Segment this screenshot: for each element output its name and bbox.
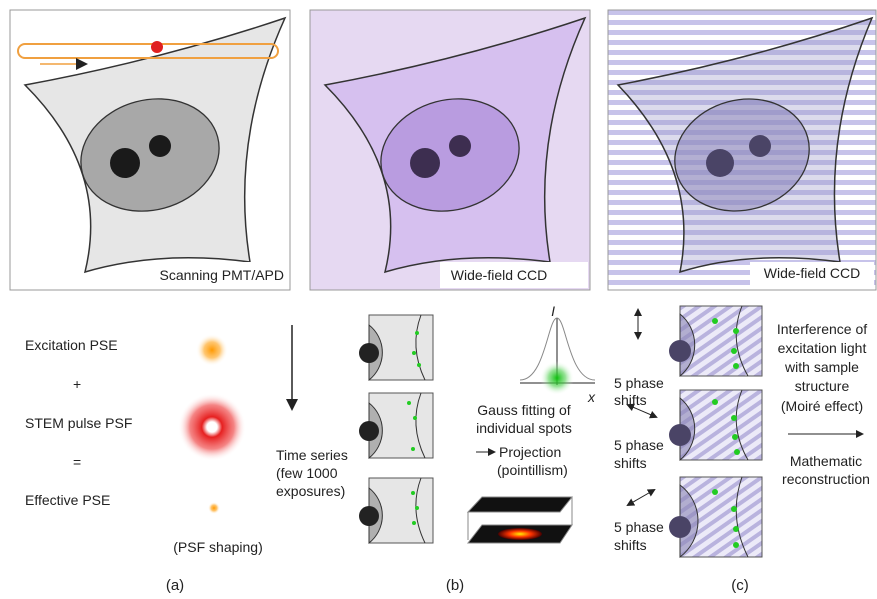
axis-label: I	[551, 303, 555, 319]
psf-operator: =	[73, 454, 81, 470]
sim-section: 5 phase shifts 5 phase shifts 5 phase sh…	[614, 306, 870, 557]
frames	[359, 315, 433, 543]
panel-b: Wide-field CCD	[310, 10, 590, 290]
sim-text: with sample	[784, 359, 859, 375]
sim-text: excitation light	[778, 340, 867, 356]
psf-spot	[208, 502, 220, 514]
panel-c: Wide-field CCD	[608, 10, 876, 290]
psf-spot	[196, 334, 228, 366]
psf-operator: +	[73, 376, 81, 392]
psf-spot	[178, 393, 246, 461]
sim-text: Mathematic	[790, 453, 862, 469]
time-series: exposures)	[276, 483, 345, 499]
phase-text: 5 phase	[614, 519, 664, 535]
gauss-text: individual spots	[476, 420, 572, 436]
psf-label: Effective PSE	[25, 492, 110, 508]
sim-text: reconstruction	[782, 471, 870, 487]
gauss-text: Gauss fitting of	[477, 402, 570, 418]
sim-text: (Moiré effect)	[781, 398, 863, 414]
phase-text: 5 phase	[614, 375, 664, 391]
projection-text: (pointillism)	[497, 462, 568, 478]
panel-label: Wide-field CCD	[764, 265, 860, 281]
panel-a: Scanning PMT/APD	[10, 10, 290, 290]
time-series: Time series	[276, 447, 348, 463]
psf-label: STEM pulse PSF	[25, 415, 132, 431]
phase-text: shifts	[614, 455, 647, 471]
axis-label: x	[587, 389, 596, 405]
sim-text: structure	[795, 378, 850, 394]
psf-note: (PSF shaping)	[173, 539, 262, 555]
sim-text: Interference of	[777, 321, 867, 337]
caption: (a)	[166, 577, 184, 594]
psf-section: Excitation PSE + STEM pulse PSF = Effect…	[25, 334, 263, 555]
projection-text: Projection	[499, 444, 561, 460]
caption: (b)	[446, 577, 464, 594]
phase-text: 5 phase	[614, 437, 664, 453]
panel-label: Wide-field CCD	[451, 267, 547, 283]
palm-section: Time series (few 1000 exposures)	[276, 303, 596, 543]
psf-label: Excitation PSE	[25, 337, 118, 353]
panel-label: Scanning PMT/APD	[160, 267, 285, 283]
figure: Scanning PMT/APD Wide-field CCD Wide-fie…	[0, 0, 877, 599]
phase-text: shifts	[614, 537, 647, 553]
caption: (c)	[731, 577, 749, 594]
time-series: (few 1000	[276, 465, 338, 481]
